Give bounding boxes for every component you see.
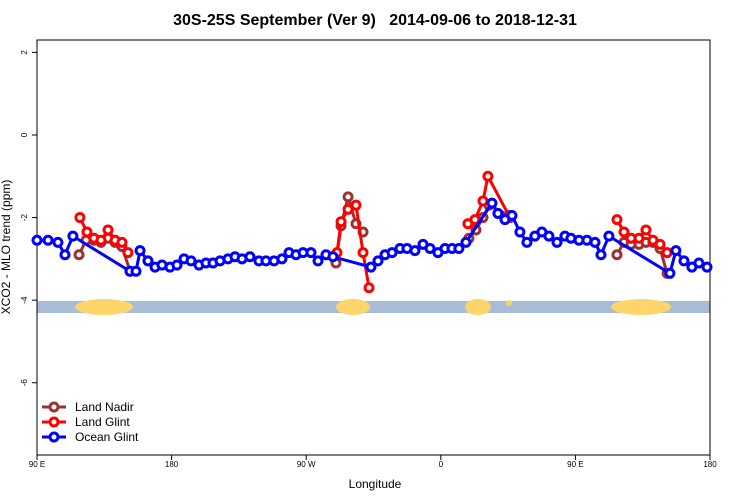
land-band (465, 299, 491, 315)
point (134, 245, 146, 257)
point (52, 236, 64, 248)
point (42, 234, 54, 246)
point (409, 245, 421, 257)
point (521, 236, 533, 248)
point (130, 265, 142, 277)
y-tick-label: -6 (20, 379, 29, 387)
plot-frame (36, 39, 711, 456)
point (664, 267, 676, 279)
point (460, 236, 472, 248)
y-tick-label: -2 (20, 213, 29, 221)
point (633, 232, 645, 244)
x-tick-label: 180 (165, 460, 179, 469)
point (350, 199, 362, 211)
legend-label: Land Nadir (75, 400, 134, 414)
point (618, 226, 630, 238)
land-band (611, 299, 671, 315)
point (640, 224, 652, 236)
point (365, 261, 377, 273)
point (514, 226, 526, 238)
point (611, 214, 623, 226)
land-band (336, 299, 370, 315)
legend-label: Land Glint (75, 415, 130, 429)
point (342, 191, 354, 203)
point (357, 247, 369, 259)
point (551, 236, 563, 248)
point (543, 230, 555, 242)
point (327, 251, 339, 263)
point (611, 249, 623, 261)
chart-title: 30S-25S September (Ver 9) 2014-09-06 to … (173, 12, 577, 29)
surface-band (37, 299, 710, 315)
y-tick-label: -4 (20, 296, 29, 304)
point (482, 170, 494, 182)
point (74, 212, 86, 224)
x-axis-label: Longitude (349, 477, 402, 491)
point (73, 249, 85, 261)
y-tick-label: 0 (20, 132, 29, 137)
y-axis-label: XCO2 - MLO trend (ppm) (0, 180, 13, 315)
point (469, 214, 481, 226)
legend-marker (48, 401, 60, 413)
legend-marker (48, 416, 60, 428)
point (701, 261, 713, 273)
point (589, 236, 601, 248)
point (486, 197, 498, 209)
point (342, 203, 354, 215)
point (492, 207, 504, 219)
point (81, 226, 93, 238)
point (386, 247, 398, 259)
x-tick-label: 90 W (297, 460, 316, 469)
point (654, 238, 666, 250)
point (363, 282, 375, 294)
x-tick-label: 180 (703, 460, 717, 469)
point (595, 249, 607, 261)
point (31, 234, 43, 246)
point (142, 255, 154, 267)
point (102, 224, 114, 236)
x-tick-label: 90 E (29, 460, 45, 469)
land-band (506, 300, 512, 306)
point (276, 253, 288, 265)
point (116, 236, 128, 248)
point (185, 255, 197, 267)
point (678, 255, 690, 267)
ocean-band (37, 301, 710, 313)
legend-label: Ocean Glint (75, 430, 139, 444)
x-tick-label: 90 E (567, 460, 583, 469)
point (506, 209, 518, 221)
point (453, 243, 465, 255)
point (372, 255, 384, 267)
x-tick-label: 0 (439, 460, 444, 469)
legend-marker (48, 431, 60, 443)
point (171, 259, 183, 271)
point (244, 251, 256, 263)
point (477, 195, 489, 207)
point (603, 230, 615, 242)
point (305, 247, 317, 259)
point (424, 243, 436, 255)
point (312, 255, 324, 267)
point (670, 245, 682, 257)
y-tick-label: 2 (20, 50, 29, 55)
point (122, 247, 134, 259)
land-band (75, 299, 133, 315)
point (59, 249, 71, 261)
point (335, 216, 347, 228)
point (661, 247, 673, 259)
point (693, 257, 705, 269)
point (67, 230, 79, 242)
point (95, 234, 107, 246)
